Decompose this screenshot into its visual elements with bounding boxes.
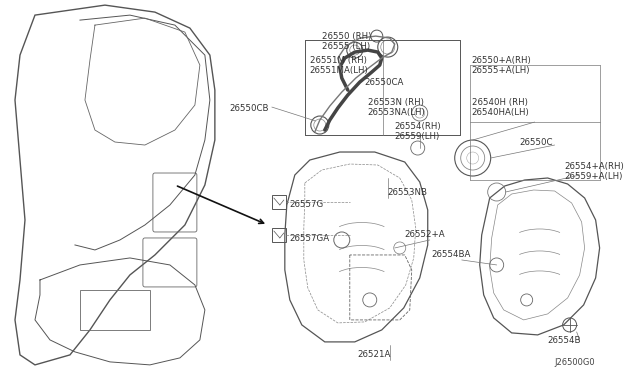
Text: J26500G0: J26500G0 (554, 358, 595, 367)
Text: 26554BA: 26554BA (432, 250, 471, 259)
Text: 26553N (RH)
26553NA(LH): 26553N (RH) 26553NA(LH) (368, 98, 426, 118)
Text: 26550+A(RH)
26555+A(LH): 26550+A(RH) 26555+A(LH) (472, 56, 531, 76)
Text: 26550CA: 26550CA (365, 78, 404, 87)
Text: 26521A: 26521A (358, 350, 391, 359)
Text: 26553NB: 26553NB (388, 188, 428, 197)
Text: 26557GA: 26557GA (290, 234, 330, 243)
Text: 26557G: 26557G (290, 200, 324, 209)
Text: 26550C: 26550C (520, 138, 553, 147)
Text: 26554B: 26554B (548, 336, 581, 345)
Text: 26550 (RH)
26555 (LH): 26550 (RH) 26555 (LH) (322, 32, 371, 51)
Text: 26540H (RH)
26540HA(LH): 26540H (RH) 26540HA(LH) (472, 98, 529, 118)
Text: 26552+A: 26552+A (404, 230, 445, 239)
Text: 26550CB: 26550CB (230, 104, 269, 113)
Text: 26554+A(RH)
26559+A(LH): 26554+A(RH) 26559+A(LH) (564, 162, 625, 182)
Text: 26551M (RH)
26551MA(LH): 26551M (RH) 26551MA(LH) (310, 56, 369, 76)
Text: 26554(RH)
26559(LH): 26554(RH) 26559(LH) (395, 122, 442, 141)
